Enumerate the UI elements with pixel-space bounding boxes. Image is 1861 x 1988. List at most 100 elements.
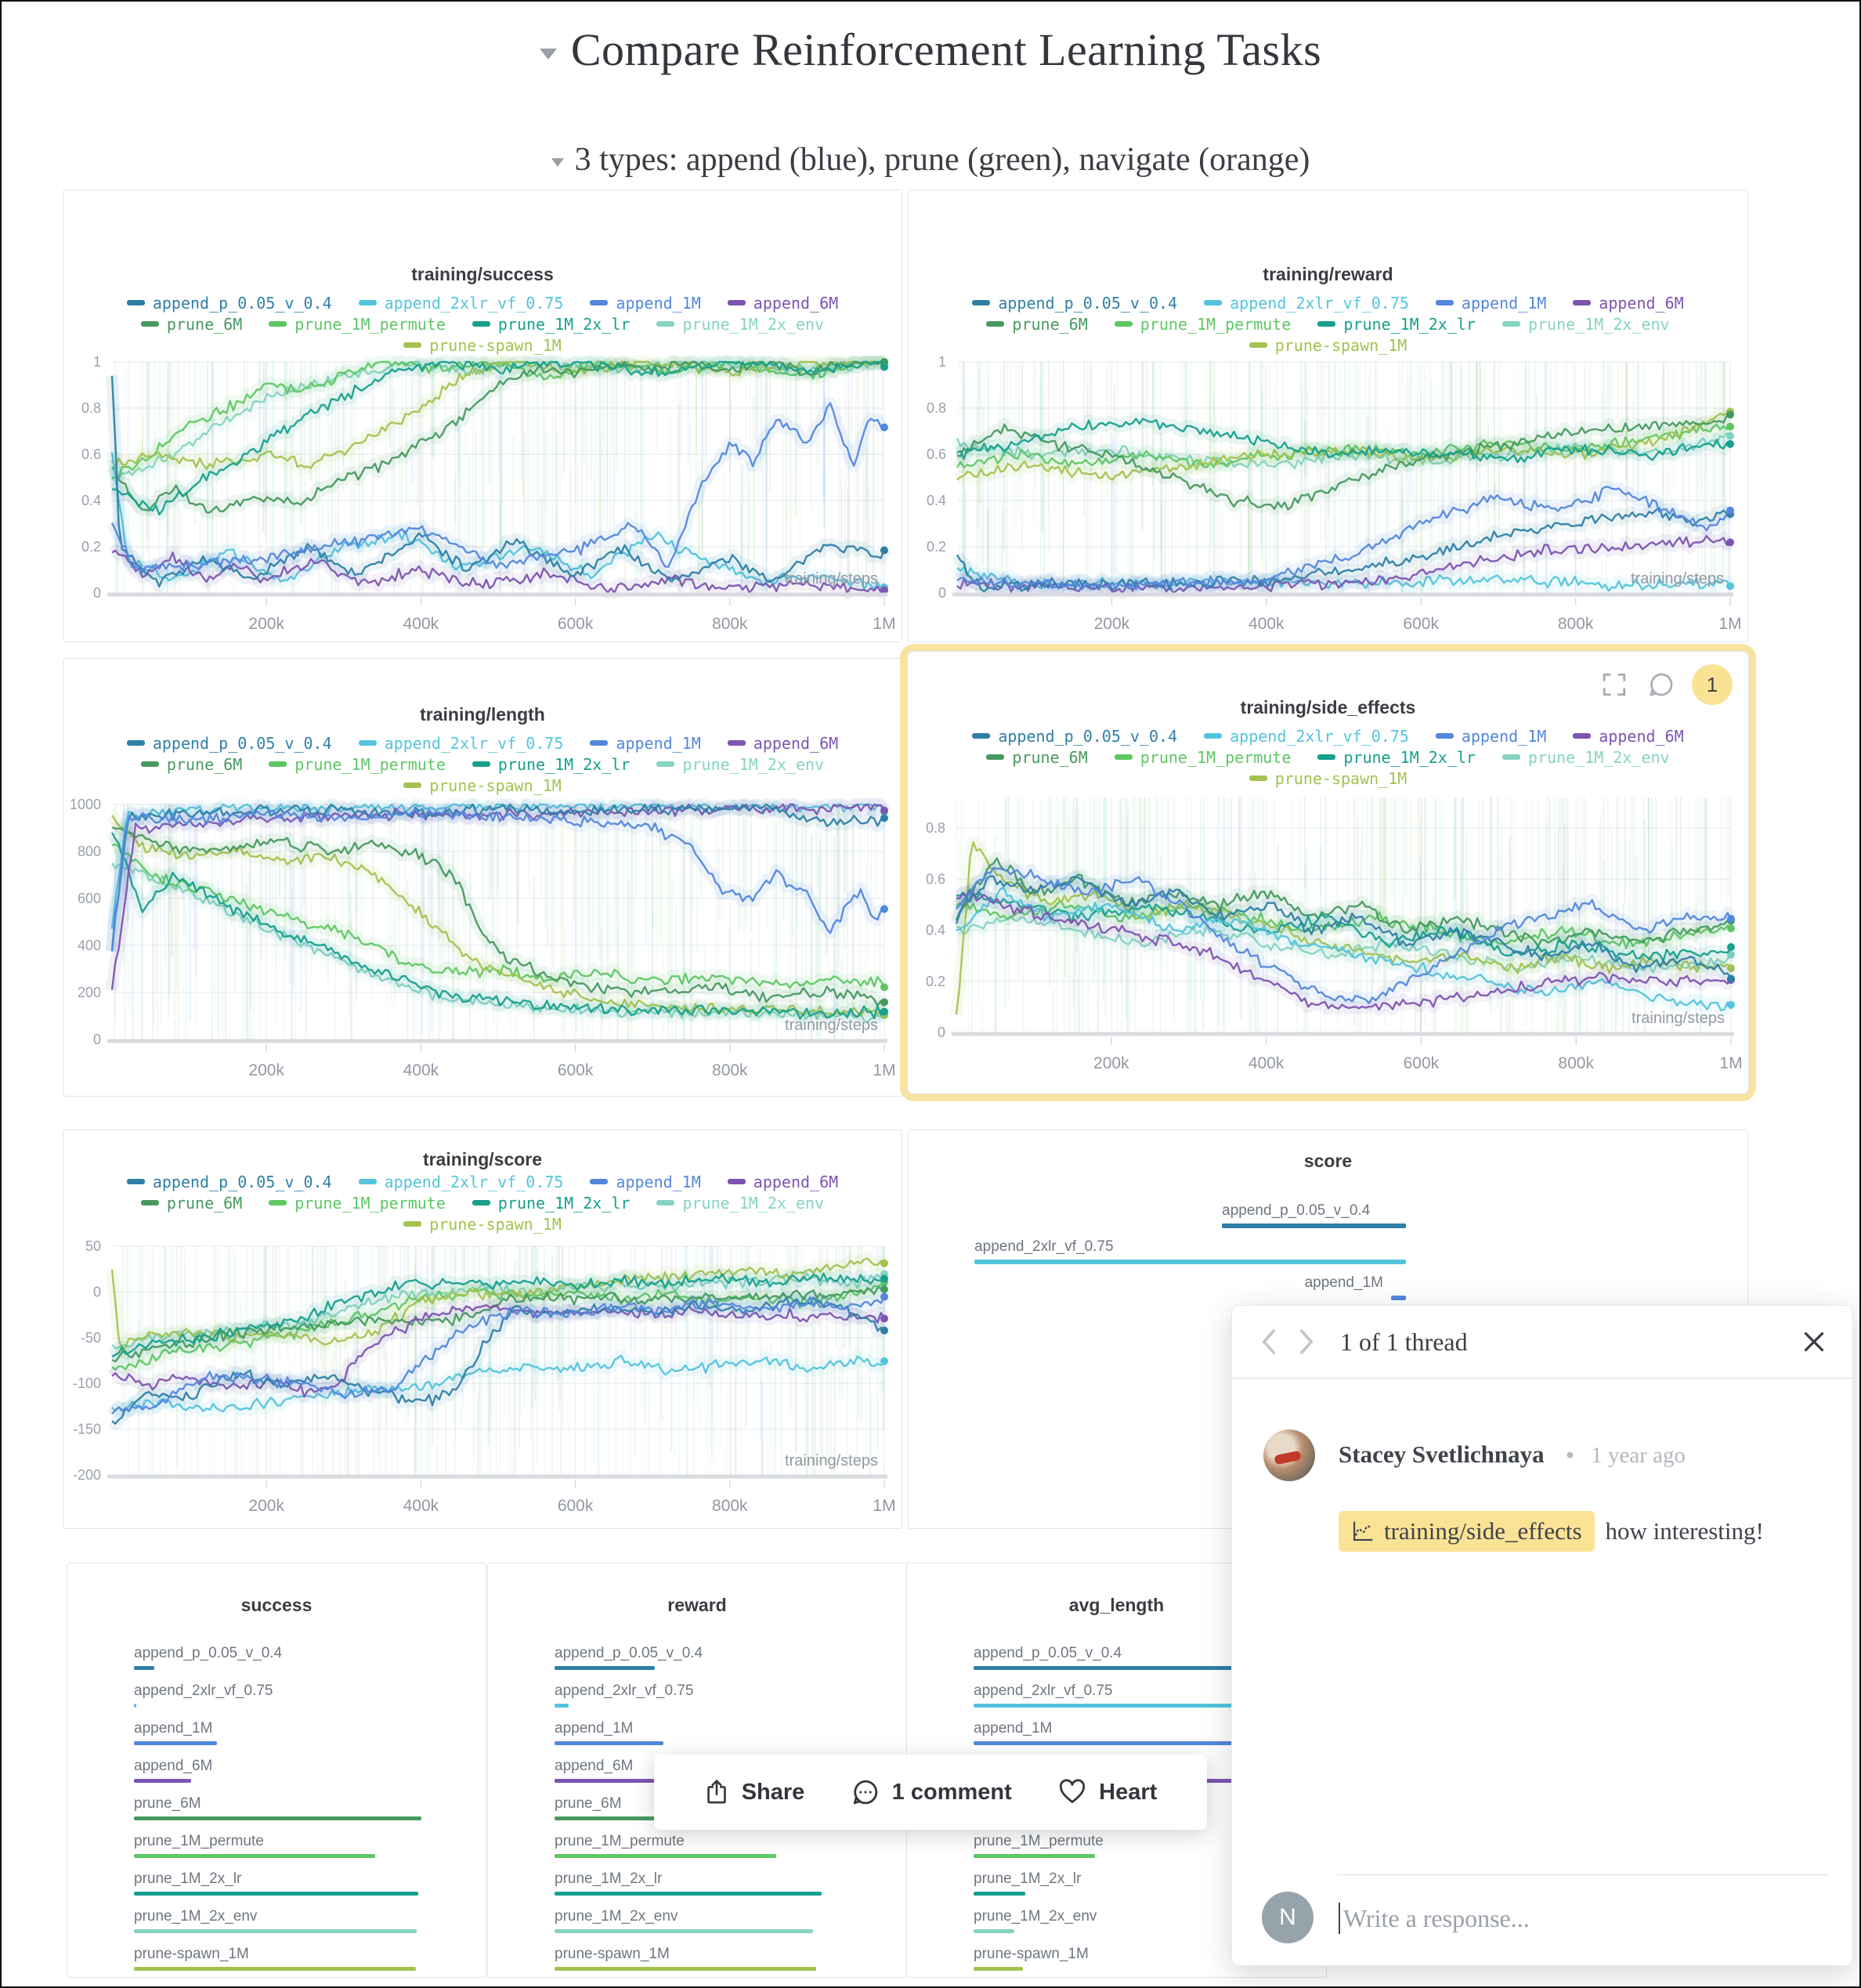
bar-label-prune_6M[interactable]: prune_6M	[134, 1795, 201, 1812]
bar-prune_1M_2x_env[interactable]	[555, 1929, 814, 1933]
legend-item-prune_1M_permute[interactable]: prune_1M_permute	[1114, 315, 1291, 334]
chart-panel-training/side_effects[interactable]: 1 training/side_effects append_p_0.05_v_0.…	[907, 651, 1749, 1094]
chart-panel-training/length[interactable]: training/length append_p_0.05_v_0.4 append…	[63, 658, 902, 1097]
bar-label-append_p_0.05_v_0.4[interactable]: append_p_0.05_v_0.4	[555, 1645, 703, 1661]
chart-panel-training/score[interactable]: training/score append_p_0.05_v_0.4 append_…	[63, 1130, 902, 1529]
bar-label-append_2xlr_vf_0.75[interactable]: append_2xlr_vf_0.75	[555, 1683, 694, 1699]
bar-label-append_6M[interactable]: append_6M	[134, 1758, 213, 1774]
bar-append_p_0.05_v_0.4[interactable]	[974, 1666, 1262, 1670]
bar-label-prune_6M[interactable]: prune_6M	[555, 1795, 622, 1812]
bar-label-prune_1M_2x_lr[interactable]: prune_1M_2x_lr	[974, 1871, 1082, 1887]
bar-prune_1M_2x_lr[interactable]	[555, 1892, 822, 1896]
bar-label-append_1M[interactable]: append_1M	[1304, 1274, 1383, 1291]
legend-item-prune_1M_2x_env[interactable]: prune_1M_2x_env	[656, 315, 824, 334]
bar-append_p_0.05_v_0.4[interactable]	[134, 1666, 154, 1670]
bar-prune_1M_2x_env[interactable]	[974, 1929, 1014, 1933]
legend-item-append_p_0.05_v_0.4[interactable]: append_p_0.05_v_0.4	[126, 734, 332, 753]
bar-append_1M[interactable]	[1390, 1296, 1406, 1300]
legend-item-prune_1M_2x_lr[interactable]: prune_1M_2x_lr	[1317, 748, 1476, 767]
legend-item-append_1M[interactable]: append_1M	[1435, 294, 1546, 313]
bar-append_p_0.05_v_0.4[interactable]	[1222, 1224, 1406, 1228]
legend-item-append_6M[interactable]: append_6M	[727, 734, 838, 753]
bar-append_1M[interactable]	[134, 1741, 218, 1745]
bar-label-prune-spawn_1M[interactable]: prune-spawn_1M	[134, 1946, 249, 1962]
bar-label-prune_1M_permute[interactable]: prune_1M_permute	[555, 1833, 685, 1849]
legend-item-append_2xlr_vf_0.75[interactable]: append_2xlr_vf_0.75	[358, 294, 563, 313]
bar-append_2xlr_vf_0.75[interactable]	[974, 1260, 1406, 1264]
bar-append_p_0.05_v_0.4[interactable]	[555, 1666, 656, 1670]
bar-label-prune_1M_permute[interactable]: prune_1M_permute	[974, 1833, 1104, 1849]
bar-prune_6M[interactable]	[555, 1816, 659, 1820]
legend-item-prune_6M[interactable]: prune_6M	[986, 315, 1088, 334]
legend-item-append_2xlr_vf_0.75[interactable]: append_2xlr_vf_0.75	[1204, 294, 1409, 313]
legend-item-prune-spawn_1M[interactable]: prune-spawn_1M	[1248, 769, 1407, 788]
bar-label-prune_1M_2x_env[interactable]: prune_1M_2x_env	[134, 1908, 258, 1925]
comments-button[interactable]: 1 comment	[851, 1778, 1012, 1806]
legend-item-prune_1M_2x_lr[interactable]: prune_1M_2x_lr	[472, 755, 630, 774]
fullscreen-icon[interactable]	[1601, 671, 1628, 698]
legend-item-append_1M[interactable]: append_1M	[590, 294, 701, 313]
bar-append_2xlr_vf_0.75[interactable]	[555, 1704, 569, 1708]
bar-label-append_p_0.05_v_0.4[interactable]: append_p_0.05_v_0.4	[974, 1645, 1122, 1661]
reply-input[interactable]: Write a response...	[1339, 1903, 1530, 1934]
chart-panel-training/reward[interactable]: training/reward append_p_0.05_v_0.4 append…	[908, 190, 1748, 642]
share-button[interactable]: Share	[704, 1779, 804, 1805]
bar-prune-spawn_1M[interactable]	[555, 1967, 816, 1971]
legend-item-prune-spawn_1M[interactable]: prune-spawn_1M	[403, 336, 562, 355]
heart-button[interactable]: Heart	[1058, 1779, 1157, 1805]
bar-label-append_1M[interactable]: append_1M	[555, 1720, 634, 1737]
bar-prune-spawn_1M[interactable]	[974, 1967, 1023, 1971]
bar-label-append_2xlr_vf_0.75[interactable]: append_2xlr_vf_0.75	[974, 1238, 1114, 1255]
bar-append_1M[interactable]	[974, 1741, 1239, 1745]
legend-item-append_6M[interactable]: append_6M	[727, 1173, 838, 1191]
bar-label-append_2xlr_vf_0.75[interactable]: append_2xlr_vf_0.75	[974, 1683, 1113, 1699]
bar-append_2xlr_vf_0.75[interactable]	[134, 1704, 136, 1708]
next-thread-icon[interactable]	[1296, 1328, 1317, 1355]
legend-item-prune-spawn_1M[interactable]: prune-spawn_1M	[403, 776, 562, 795]
bar-label-prune_1M_2x_env[interactable]: prune_1M_2x_env	[555, 1908, 678, 1925]
close-icon[interactable]	[1802, 1330, 1826, 1354]
bar-label-append_2xlr_vf_0.75[interactable]: append_2xlr_vf_0.75	[134, 1683, 273, 1699]
legend-item-append_p_0.05_v_0.4[interactable]: append_p_0.05_v_0.4	[126, 294, 332, 313]
legend-item-append_1M[interactable]: append_1M	[1435, 727, 1546, 746]
bar-panel-success[interactable]: success append_p_0.05_v_0.4 append_2xlr_vf…	[67, 1563, 486, 1978]
avatar[interactable]	[1263, 1430, 1315, 1481]
legend-item-prune_1M_permute[interactable]: prune_1M_permute	[1114, 748, 1291, 767]
bar-append_2xlr_vf_0.75[interactable]	[974, 1704, 1262, 1708]
legend-item-append_2xlr_vf_0.75[interactable]: append_2xlr_vf_0.75	[1204, 727, 1409, 746]
bar-prune_1M_permute[interactable]	[974, 1854, 1095, 1858]
chart-panel-training/success[interactable]: training/success append_p_0.05_v_0.4 appen…	[63, 190, 902, 642]
bar-label-append_1M[interactable]: append_1M	[974, 1720, 1053, 1737]
legend-item-prune_6M[interactable]: prune_6M	[140, 315, 242, 334]
legend-item-prune_1M_2x_env[interactable]: prune_1M_2x_env	[1501, 315, 1670, 334]
legend-item-append_6M[interactable]: append_6M	[1573, 727, 1684, 746]
bar-append_6M[interactable]	[134, 1779, 192, 1783]
bar-prune_1M_permute[interactable]	[555, 1854, 776, 1858]
bar-label-prune-spawn_1M[interactable]: prune-spawn_1M	[555, 1946, 670, 1962]
bar-append_6M[interactable]	[555, 1779, 656, 1783]
legend-item-append_p_0.05_v_0.4[interactable]: append_p_0.05_v_0.4	[126, 1173, 332, 1191]
bar-label-prune_1M_permute[interactable]: prune_1M_permute	[134, 1833, 264, 1849]
legend-item-prune_1M_2x_lr[interactable]: prune_1M_2x_lr	[472, 315, 630, 334]
legend-item-prune-spawn_1M[interactable]: prune-spawn_1M	[403, 1215, 562, 1234]
bar-label-append_1M[interactable]: append_1M	[134, 1720, 213, 1737]
bar-label-append_p_0.05_v_0.4[interactable]: append_p_0.05_v_0.4	[134, 1645, 283, 1661]
bar-prune_1M_2x_lr[interactable]	[134, 1892, 419, 1896]
bar-append_1M[interactable]	[555, 1741, 664, 1745]
prev-thread-icon[interactable]	[1259, 1328, 1279, 1355]
bar-prune_1M_2x_env[interactable]	[134, 1929, 417, 1933]
legend-item-append_1M[interactable]: append_1M	[590, 1173, 701, 1191]
legend-item-append_6M[interactable]: append_6M	[1573, 294, 1684, 313]
legend-item-prune-spawn_1M[interactable]: prune-spawn_1M	[1248, 336, 1407, 355]
legend-item-prune_1M_2x_lr[interactable]: prune_1M_2x_lr	[1317, 315, 1476, 334]
legend-item-prune_1M_permute[interactable]: prune_1M_permute	[269, 315, 446, 334]
legend-item-prune_1M_2x_env[interactable]: prune_1M_2x_env	[656, 1194, 824, 1213]
collapse-caret-icon[interactable]	[539, 48, 557, 60]
legend-item-prune_1M_permute[interactable]: prune_1M_permute	[269, 1194, 446, 1213]
bar-label-prune-spawn_1M[interactable]: prune-spawn_1M	[974, 1946, 1089, 1962]
legend-item-prune_1M_permute[interactable]: prune_1M_permute	[269, 755, 446, 774]
legend-item-prune_6M[interactable]: prune_6M	[140, 755, 242, 774]
legend-item-prune_6M[interactable]: prune_6M	[986, 748, 1088, 767]
legend-item-prune_1M_2x_env[interactable]: prune_1M_2x_env	[1501, 748, 1670, 767]
bar-prune-spawn_1M[interactable]	[134, 1967, 416, 1971]
